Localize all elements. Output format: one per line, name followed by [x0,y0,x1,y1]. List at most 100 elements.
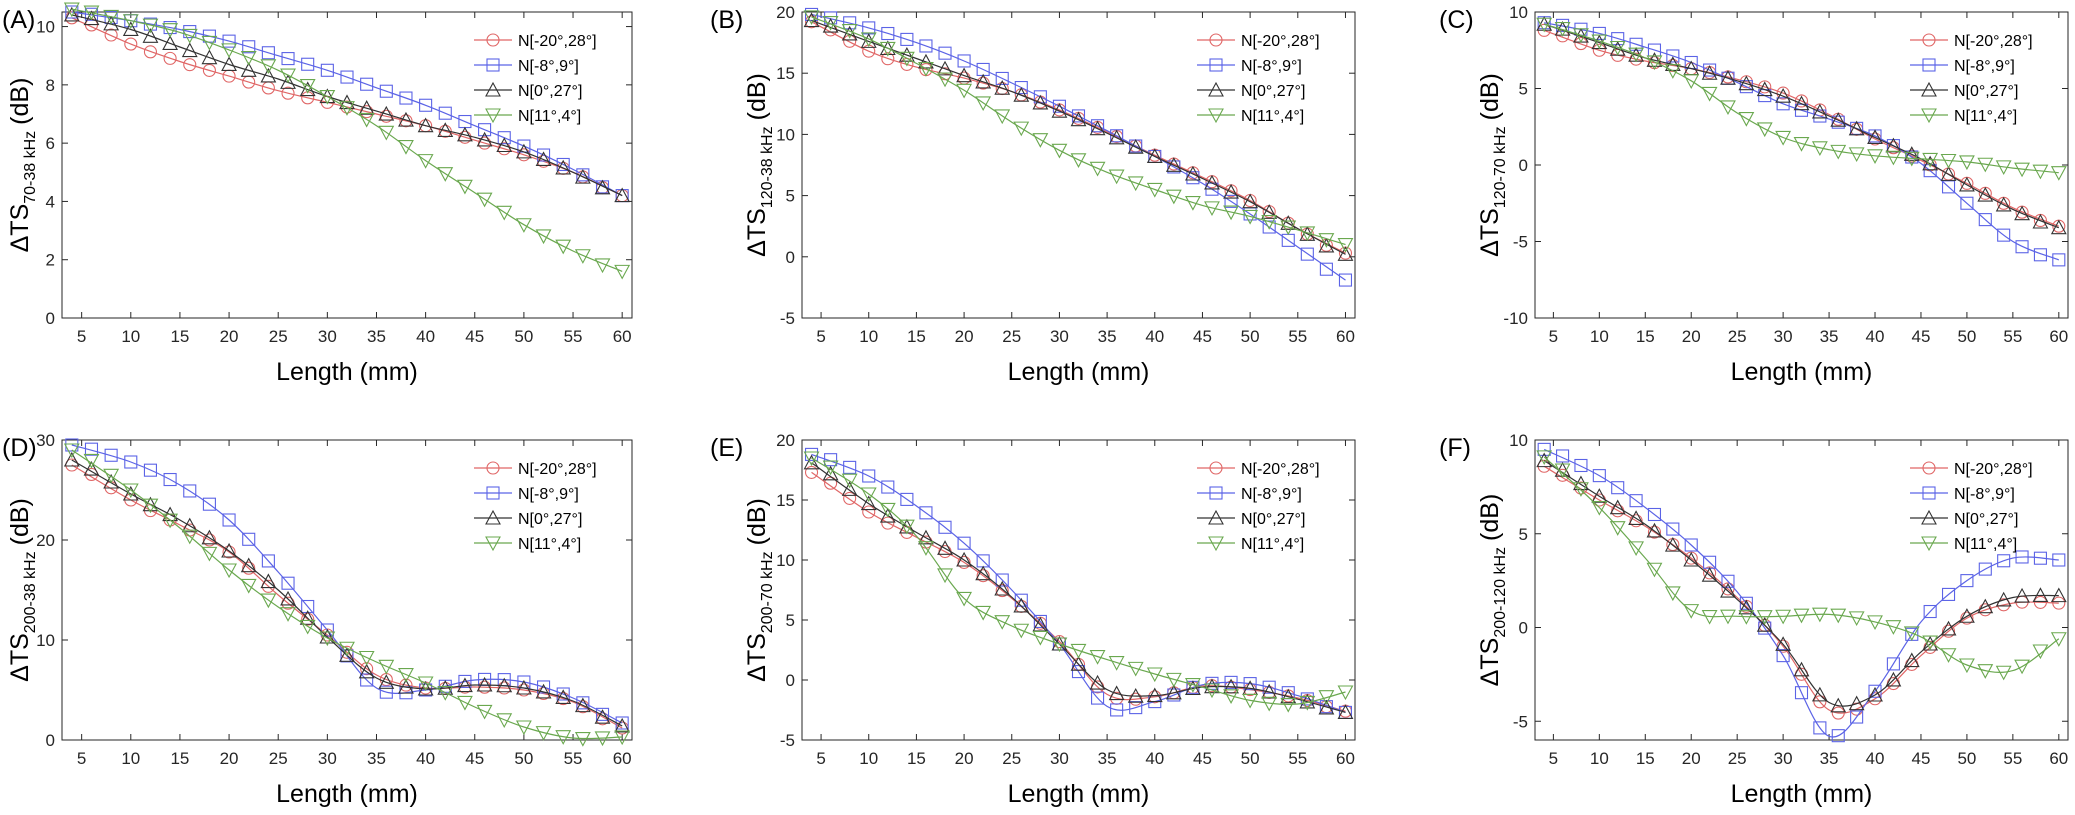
series-line [71,17,623,197]
series-0 [804,465,1353,718]
data-point [417,154,434,169]
data-point [1089,161,1106,177]
data-point [103,9,120,25]
data-point [476,131,493,147]
y-tick-label: 5 [1519,525,1528,544]
data-point [574,732,591,747]
data-point [143,463,157,477]
data-point [803,454,820,470]
y-tick-label: 5 [786,611,795,630]
data-point [1977,664,1994,679]
data-point [1014,80,1028,95]
x-tick-label: 35 [1820,327,1839,346]
x-tick-label: 35 [367,327,386,346]
legend-marker [1209,58,1223,72]
data-point [1146,148,1163,163]
data-point [1108,685,1125,701]
legend-label: N[11°,4°] [518,536,581,553]
data-point [1720,100,1736,116]
y-tick-label: -5 [1513,712,1528,731]
data-point [614,187,631,203]
data-point [1204,683,1220,699]
data-point [614,730,631,746]
legend-marker [1209,461,1223,475]
data-point [240,51,257,66]
data-point [1978,213,1992,227]
data-point [2032,587,2049,602]
y-tick-label: 10 [36,18,55,37]
data-point [476,192,493,208]
legend-marker [1208,108,1224,124]
x-tick-label: 15 [907,327,926,346]
data-point [1628,47,1645,63]
data-point [457,677,473,693]
legend-marker [1921,536,1937,552]
data-point [222,34,236,48]
legend-marker [1922,33,1936,47]
x-axis-label: Length (mm) [1008,358,1150,386]
data-point [358,663,375,679]
data-point [261,46,275,60]
y-tick-label: 10 [36,631,55,650]
data-point [299,610,316,625]
data-point [103,473,120,489]
data-point [319,631,336,647]
data-point [398,140,414,155]
x-tick-label: 15 [1636,327,1655,346]
data-point [1960,196,1974,210]
x-tick-label: 55 [1288,749,1307,768]
panel-label: (B) [710,6,743,34]
x-tick-label: 45 [1193,749,1212,768]
x-tick-label: 55 [1288,327,1307,346]
y-label-main: ΔTS [1476,208,1504,257]
data-point [860,32,877,48]
data-point [1300,247,1314,261]
y-tick-label: 30 [36,431,55,450]
data-point [83,460,100,476]
series-line [1544,22,2060,261]
data-point [1184,165,1201,181]
data-point [803,10,820,26]
data-point [1997,228,2011,242]
x-tick-label: 60 [613,749,632,768]
data-point [320,63,334,77]
data-point [1738,610,1755,625]
x-tick-label: 5 [816,749,825,768]
data-point [1960,611,1974,625]
series-2 [1536,452,2067,713]
data-point [957,536,971,550]
data-point [2014,659,2030,675]
data-point [1184,680,1201,696]
data-point [803,12,820,28]
data-point [1146,667,1163,683]
data-point [1536,450,1553,466]
data-point [378,125,395,141]
data-point [2033,551,2047,565]
series-3 [63,2,631,280]
data-point [1997,554,2011,568]
data-point [976,569,990,583]
y-axis-label: ΔTS200-70 kHz (dB) [743,498,776,682]
x-tick-label: 10 [859,749,878,768]
series-3 [803,10,1354,253]
legend: N[-20°,28°] N[-8°,9°] N[0°,27°] N[11°,4°] [474,461,597,553]
data-point [2032,644,2049,660]
series-1 [1537,442,2066,743]
data-point [515,218,532,233]
y-tick-label: -5 [1513,233,1528,252]
panel-label: (F) [1439,434,1471,462]
data-point [1165,189,1182,205]
data-point [358,650,375,666]
x-tick-label: 5 [816,327,825,346]
data-point [1573,28,1589,43]
x-tick-label: 30 [1774,327,1793,346]
data-point [1647,507,1662,522]
data-point [879,507,896,523]
data-point [1738,112,1755,127]
x-tick-label: 10 [859,327,878,346]
data-point [1611,32,1625,46]
x-axis-label: Length (mm) [276,780,418,808]
data-point [299,81,316,97]
data-point [1337,704,1354,719]
